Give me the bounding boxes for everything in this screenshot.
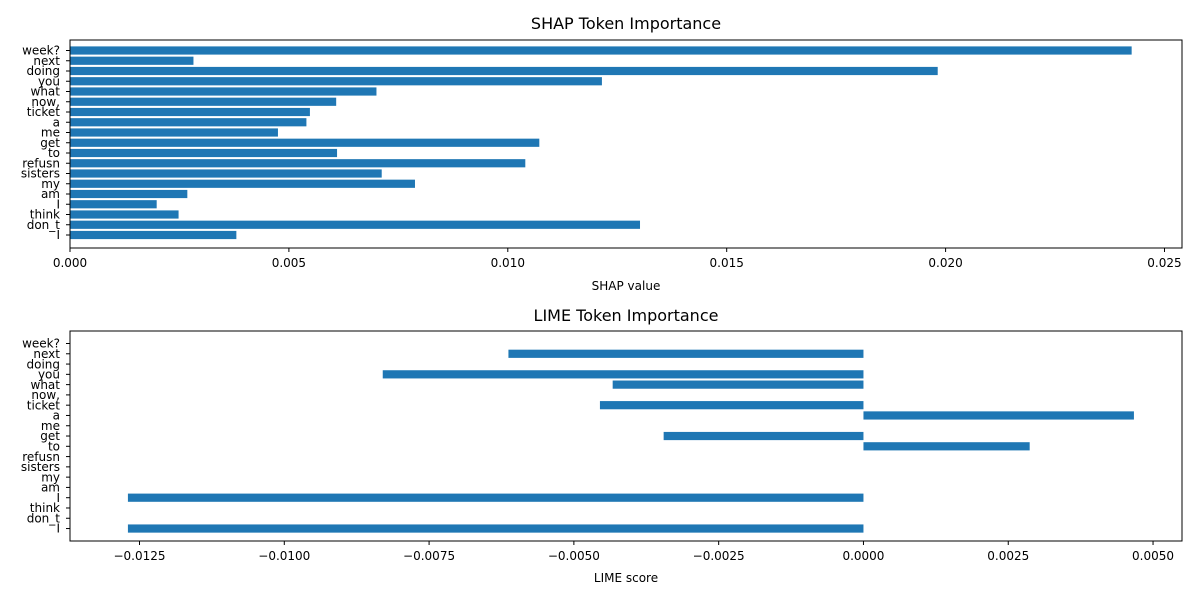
lime-y-tick-label: week?	[22, 337, 60, 351]
lime-bar	[612, 380, 864, 389]
shap-x-tick-label: 0.010	[491, 256, 525, 270]
shap-bar	[70, 220, 641, 229]
lime-y-tick-label: what	[31, 378, 61, 392]
lime-bars	[127, 349, 1134, 533]
lime-bar	[863, 411, 1134, 420]
shap-panel: SHAP Token Importance week?nextdoingyouw…	[21, 14, 1183, 293]
lime-y-tick-label: sisters	[21, 460, 60, 474]
lime-bar	[599, 401, 864, 410]
lime-x-tick-label: −0.0100	[258, 549, 310, 563]
lime-bar	[382, 370, 864, 379]
shap-y-tick-label: get	[40, 136, 60, 150]
shap-bar	[70, 189, 188, 199]
shap-y-tick-label: my	[41, 177, 60, 191]
shap-y-tick-label: am	[41, 187, 60, 201]
shap-y-tick-label: next	[33, 54, 60, 68]
shap-x-axis-label: SHAP value	[592, 279, 661, 293]
shap-bar	[70, 148, 338, 158]
shap-bar	[70, 87, 377, 96]
shap-bar	[70, 230, 237, 240]
shap-x-tick-label: 0.020	[928, 256, 962, 270]
lime-y-tick-label: you	[38, 368, 60, 382]
shap-x-axis: 0.000 0.005 0.010 0.015 0.020 0.025	[53, 248, 1182, 270]
lime-y-tick-label: am	[41, 481, 60, 495]
lime-y-tick-label: my	[41, 470, 60, 484]
shap-chart-title: SHAP Token Importance	[531, 14, 721, 33]
lime-y-tick-label: I	[56, 491, 60, 505]
shap-plot-frame	[69, 39, 1183, 249]
lime-y-tick-label: a	[53, 409, 60, 423]
shap-bar	[70, 107, 310, 117]
lime-x-tick-label: −0.0075	[403, 549, 455, 563]
shap-x-tick-label: 0.015	[710, 256, 744, 270]
shap-bar	[70, 97, 337, 106]
shap-bar	[70, 77, 602, 86]
lime-x-tick-label: 0.0000	[842, 549, 884, 563]
shap-bar	[70, 138, 540, 147]
lime-x-tick-label: −0.0125	[113, 549, 165, 563]
shap-y-tick-label: you	[38, 74, 60, 88]
lime-plot-frame	[69, 330, 1183, 542]
shap-bar	[70, 200, 157, 209]
shap-y-tick-label: to	[48, 146, 60, 160]
shap-bar	[70, 66, 938, 76]
lime-bar	[863, 442, 1030, 451]
shap-x-tick-label: 0.000	[53, 256, 87, 270]
lime-y-tick-label: to	[48, 440, 60, 454]
shap-x-tick-label: 0.005	[272, 256, 306, 270]
shap-bar	[70, 169, 382, 178]
lime-y-tick-label: doing	[26, 357, 60, 371]
lime-x-tick-label: −0.0050	[548, 549, 600, 563]
lime-x-axis: −0.0125 −0.0100 −0.0075 −0.0050 −0.0025 0.000…	[113, 541, 1174, 563]
lime-x-tick-label: 0.0025	[987, 549, 1029, 563]
lime-y-axis: week?nextdoingyouwhatnow,ticketamegettor…	[21, 337, 70, 536]
shap-y-tick-label: week?	[22, 44, 60, 58]
shap-y-tick-label: me	[41, 126, 60, 140]
lime-y-tick-label: I	[56, 522, 60, 536]
lime-y-tick-label: refusn	[22, 450, 60, 464]
shap-y-tick-label: refusn	[22, 156, 60, 170]
shap-bars	[70, 46, 1132, 240]
shap-bar	[70, 56, 194, 65]
lime-y-tick-label: don_t	[27, 511, 61, 525]
shap-y-tick-label: think	[30, 208, 60, 222]
lime-bar	[127, 524, 864, 533]
lime-bar	[127, 493, 864, 502]
shap-y-tick-label: what	[31, 85, 61, 99]
lime-y-tick-label: think	[30, 501, 60, 515]
shap-x-tick-label: 0.025	[1147, 256, 1181, 270]
shap-y-tick-label: a	[53, 115, 60, 129]
lime-y-tick-label: get	[40, 429, 60, 443]
shap-y-axis: week?nextdoingyouwhatnow,ticketamegettor…	[21, 44, 70, 242]
lime-x-tick-label: −0.0025	[693, 549, 745, 563]
shap-bar	[70, 46, 1132, 55]
shap-bar	[70, 179, 415, 188]
lime-y-tick-label: ticket	[27, 398, 61, 412]
shap-bar	[70, 128, 278, 137]
shap-y-tick-label: sisters	[21, 167, 60, 181]
lime-panel: LIME Token Importance week?nextdoingyouw…	[21, 306, 1183, 585]
shap-y-tick-label: now,	[31, 95, 60, 109]
lime-y-tick-label: me	[41, 419, 60, 433]
shap-bar	[70, 118, 307, 127]
shap-bar	[70, 159, 526, 168]
lime-y-tick-label: now,	[31, 388, 60, 402]
shap-y-tick-label: I	[56, 197, 60, 211]
shap-y-tick-label: I	[56, 228, 60, 242]
lime-bar	[508, 349, 864, 358]
lime-bar	[663, 431, 864, 441]
shap-y-tick-label: ticket	[27, 105, 61, 119]
lime-x-axis-label: LIME score	[594, 571, 658, 585]
shap-y-tick-label: doing	[26, 64, 60, 78]
lime-chart-title: LIME Token Importance	[534, 306, 719, 325]
shap-y-tick-label: don_t	[27, 218, 61, 232]
lime-x-tick-label: 0.0050	[1132, 549, 1174, 563]
lime-y-tick-label: next	[33, 347, 60, 361]
shap-bar	[70, 210, 179, 219]
